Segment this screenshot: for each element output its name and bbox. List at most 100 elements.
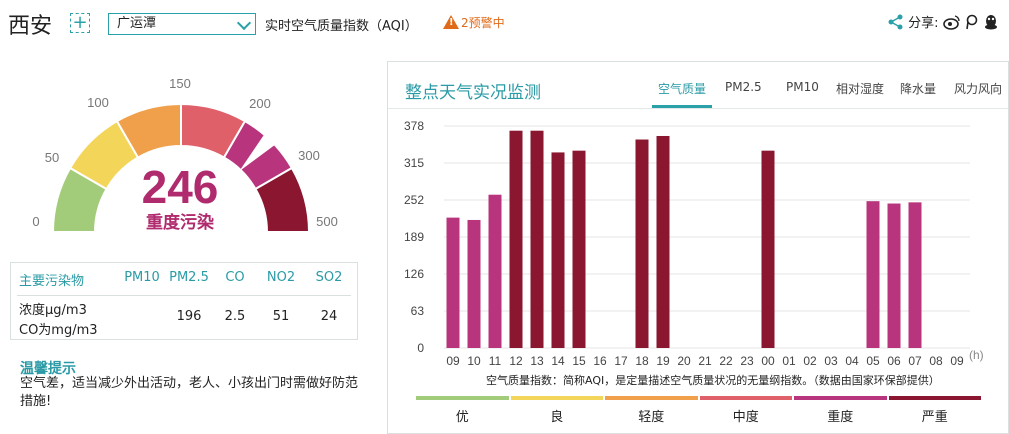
panel-title: 整点天气实况监测	[405, 83, 541, 103]
tab-pm25[interactable]: PM2.5	[725, 80, 762, 94]
x-tick-label: 17	[614, 354, 628, 368]
x-tick-label: 23	[740, 354, 754, 368]
x-tick-label: 08	[929, 354, 943, 368]
y-tick-label: 315	[404, 156, 424, 170]
x-tick-label: 13	[530, 354, 544, 368]
x-tick-label: 01	[782, 354, 796, 368]
x-tick-label: 18	[635, 354, 649, 368]
column-header-co: CO	[225, 270, 245, 285]
x-tick-label: 19	[656, 354, 670, 368]
x-tick-label: 09	[446, 354, 460, 368]
y-tick-label: 0	[417, 341, 424, 355]
tip-text: 空气差，适当减少外出活动，老人、小孩出门时需做好防范措施!	[20, 376, 359, 409]
tab-wind[interactable]: 风力风向	[954, 82, 1003, 96]
tab-pm10[interactable]: PM10	[786, 80, 819, 94]
aqi-bar	[761, 150, 775, 348]
pollutant-table-header: 主要污染物 PM10 PM2.5 CO NO2 SO2	[11, 263, 357, 293]
qq-icon[interactable]	[984, 15, 997, 30]
warning-link[interactable]: ! 2预警中	[443, 14, 505, 31]
active-tab-indicator	[652, 105, 712, 108]
y-tick-label: 378	[404, 119, 424, 133]
gauge-tick-label: 200	[249, 96, 271, 111]
row-label-unit: 浓度μg/m3	[19, 303, 87, 318]
x-tick-label: 09	[950, 354, 964, 368]
x-tick-label: 21	[698, 354, 712, 368]
gauge-tick-label: 300	[298, 148, 320, 163]
aqi-gauge: 0 50 100 150 200 300 500	[32, 78, 338, 233]
x-tick-label: 04	[845, 354, 859, 368]
tab-humidity[interactable]: 相对湿度	[836, 82, 885, 96]
x-tick-label: 15	[572, 354, 586, 368]
aqi-bar-chart: 0 63 126 189 252 315 378 09 10 11 12 13 14 15 16 17 18 19…	[404, 119, 984, 368]
warning-icon: !	[443, 15, 459, 29]
aqi-bar	[509, 130, 523, 348]
tab-precipitation[interactable]: 降水量	[900, 82, 937, 96]
legend-label: 中度	[732, 410, 759, 425]
station-select-value: 广运潭	[117, 16, 157, 31]
warning-text: 预警中	[468, 16, 505, 30]
legend-swatch	[699, 396, 792, 400]
legend-label: 良	[550, 410, 564, 425]
value-pm25: 196	[176, 309, 202, 324]
share-icon[interactable]	[888, 14, 904, 30]
aqi-bar	[572, 150, 586, 348]
column-header-pm25: PM2.5	[169, 270, 209, 285]
row-label-co-unit: CO为mg/m3	[19, 323, 98, 338]
aqi-bar	[467, 219, 481, 348]
aqi-title: 实时空气质量指数（AQI）	[265, 19, 418, 34]
tab-air-quality[interactable]: 空气质量	[658, 82, 707, 96]
x-tick-label: 11	[489, 354, 502, 368]
share-label: 分享:	[908, 16, 939, 31]
y-tick-label: 252	[404, 193, 424, 207]
x-tick-label: 10	[467, 354, 481, 368]
value-co: 2.5	[224, 309, 246, 324]
x-tick-label: 07	[908, 354, 922, 368]
x-tick-label: 02	[803, 354, 817, 368]
tip-title: 温馨提示	[20, 361, 76, 377]
aqi-bar	[887, 203, 901, 348]
gauge-tick-label: 150	[169, 78, 191, 91]
aqi-value: 246	[141, 161, 219, 213]
gauge-tick-label: 0	[32, 214, 39, 229]
y-tick-label: 63	[411, 304, 425, 318]
pollutant-header-label: 主要污染物	[19, 274, 85, 289]
x-tick-label: 22	[719, 354, 733, 368]
share-bar: 分享:	[888, 12, 1007, 31]
x-tick-label: 14	[551, 354, 565, 368]
x-tick-label: 00	[761, 354, 775, 368]
value-so2: 24	[320, 309, 338, 324]
column-header-so2: SO2	[315, 270, 343, 285]
x-tick-label: 03	[824, 354, 838, 368]
aqi-bar	[530, 130, 544, 348]
add-city-button[interactable]: +	[70, 13, 90, 33]
x-tick-label: 16	[593, 354, 607, 368]
weibo-icon[interactable]	[942, 15, 960, 30]
value-no2: 51	[272, 309, 290, 324]
aqi-bar	[656, 135, 670, 348]
warning-count: 2	[461, 16, 469, 30]
aqi-bar	[446, 217, 460, 348]
x-tick-label: 05	[866, 354, 880, 368]
y-tick-label: 126	[404, 267, 424, 281]
y-tick-label: 189	[404, 230, 424, 244]
aqi-level: 重度污染	[146, 213, 214, 233]
aqi-bar	[635, 139, 649, 348]
legend-swatch	[510, 396, 603, 400]
column-header-no2: NO2	[266, 270, 296, 285]
x-tick-label: 20	[677, 354, 691, 368]
x-tick-label: 12	[509, 354, 523, 368]
aqi-note: 空气质量指数：简称AQI，是定量描述空气质量状况的无量纲指数。（数据由国家环保部…	[486, 374, 940, 387]
x-axis-label: (h)	[969, 348, 984, 362]
legend-swatch	[605, 396, 698, 400]
aqi-bar	[908, 202, 922, 348]
legend-label: 重度	[827, 410, 854, 425]
chevron-down-icon	[236, 15, 252, 31]
station-select[interactable]: 广运潭	[108, 13, 256, 35]
legend-swatch	[888, 396, 981, 400]
pollutant-table: 主要污染物 PM10 PM2.5 CO NO2 SO2 浓度μg/m3 CO为m…	[10, 262, 358, 340]
tencent-weibo-icon[interactable]	[965, 14, 977, 30]
pollutant-row: 浓度μg/m3 CO为mg/m3 196 2.5 51 24	[11, 295, 357, 339]
x-tick-label: 06	[887, 354, 901, 368]
gauge-segment	[254, 166, 311, 233]
aqi-bar	[866, 201, 880, 348]
